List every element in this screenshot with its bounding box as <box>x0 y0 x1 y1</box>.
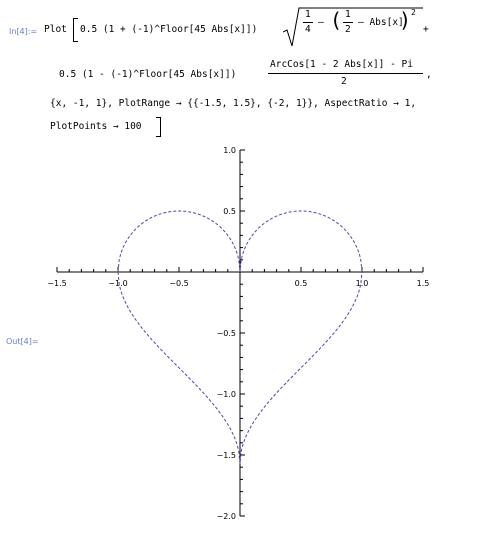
frac-half-num: 1 <box>345 9 351 20</box>
x-tick-label: −1.0 <box>108 279 127 288</box>
frac-quarter-line <box>303 22 313 23</box>
open-bracket <box>73 18 78 42</box>
y-tick-label: 1.0 <box>223 146 236 155</box>
output-cell-label: Out[4]= <box>6 337 39 346</box>
arccos-numerator: ArcCos[1 - 2 Abs[x]] - Pi <box>270 59 413 70</box>
x-tick-label: 1.5 <box>417 279 430 288</box>
frac-quarter-den: 4 <box>305 24 311 35</box>
paren-open: ( <box>330 8 343 32</box>
y-tick-label: 0.5 <box>223 207 236 216</box>
y-tick-label: −1.5 <box>217 451 236 460</box>
code-line-2[interactable]: 0.5 (1 - (-1)^Floor[45 Abs[x]]) <box>59 69 237 80</box>
y-tick-label: −2.0 <box>217 512 236 521</box>
code-line-3[interactable]: {x, -1, 1}, PlotRange → {{-1.5, 1.5}, {-… <box>50 98 417 109</box>
arccos-frac-line <box>268 73 423 74</box>
code-line-4[interactable]: PlotPoints → 100 <box>50 121 142 132</box>
arccos-denominator: 2 <box>341 76 347 87</box>
heart-lower-curve <box>117 271 363 464</box>
y-tick-label: −1.0 <box>217 390 236 399</box>
code-line-1[interactable]: 0.5 (1 + (-1)^Floor[45 Abs[x]]) <box>80 24 258 35</box>
heart-upper-curve <box>117 210 363 273</box>
minus-sign: – <box>318 17 324 28</box>
comma: , <box>426 69 432 80</box>
sqrt-symbol <box>283 7 423 47</box>
plot-function-name[interactable]: Plot <box>44 24 67 35</box>
input-cell-label: In[4]:= <box>9 27 38 36</box>
x-tick-label: −0.5 <box>169 279 188 288</box>
y-tick-label: −0.5 <box>217 329 236 338</box>
frac-half-den: 2 <box>345 24 351 35</box>
exponent-2: 2 <box>411 8 416 17</box>
close-bracket <box>156 117 161 137</box>
x-tick-label: 1.0 <box>356 279 369 288</box>
x-tick-label: −1.5 <box>47 279 66 288</box>
frac-quarter-num: 1 <box>305 9 311 20</box>
x-tick-label: 0.5 <box>295 279 308 288</box>
paren-close: ) <box>399 8 412 32</box>
plus-sign: + <box>423 24 429 35</box>
minus-abs-x: – Abs[x] <box>358 17 404 28</box>
frac-half-line <box>343 22 353 23</box>
